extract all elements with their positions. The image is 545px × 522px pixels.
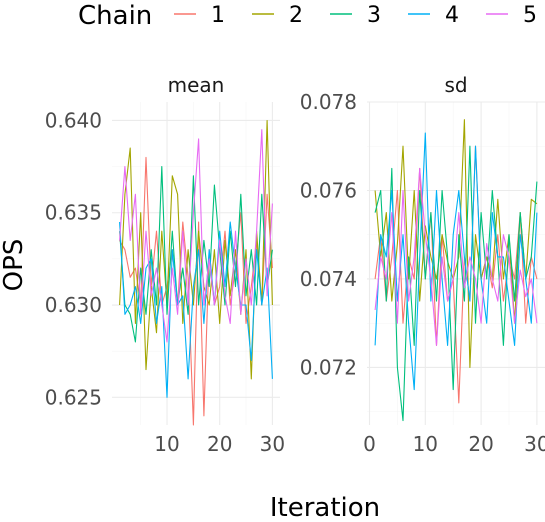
trace-line-mean-chain-4 xyxy=(119,221,273,398)
trace-line-mean-chain-3 xyxy=(119,166,273,343)
y-axis-title: OPS xyxy=(0,239,29,292)
trace-line-sd-chain-5 xyxy=(374,167,538,346)
x-tick-label: 0 xyxy=(363,432,376,456)
legend-label-chain-3: 3 xyxy=(367,3,381,28)
legend-label-chain-5: 5 xyxy=(523,3,537,28)
y-tick-label: 0.072 xyxy=(300,355,357,379)
y-tick-label: 0.076 xyxy=(300,178,357,202)
x-tick-label: 30 xyxy=(524,432,545,456)
y-tick-label: 0.625 xyxy=(45,385,102,409)
legend: 1 2 3 4 5 xyxy=(174,3,537,28)
y-tick-label: 0.635 xyxy=(45,201,102,225)
strip-label-mean: mean xyxy=(168,73,225,97)
legend-label-chain-1: 1 xyxy=(211,3,225,28)
y-tick-label: 0.074 xyxy=(300,267,357,291)
panel-mean: mean 0.625 0.630 0.635 0.640 10 20 30 xyxy=(45,73,285,456)
legend-label-chain-2: 2 xyxy=(289,3,303,28)
x-tick-label: 10 xyxy=(413,432,438,456)
y-tick-label: 0.630 xyxy=(45,293,102,317)
x-axis-title: Iteration xyxy=(270,493,380,522)
y-tick-label: 0.078 xyxy=(300,90,357,114)
x-tick-label: 30 xyxy=(260,432,285,456)
legend-title: Chain xyxy=(78,1,152,31)
strip-label-sd: sd xyxy=(444,73,467,97)
y-tick-label: 0.640 xyxy=(45,108,102,132)
x-tick-label: 20 xyxy=(468,432,493,456)
trace-line-sd-chain-1 xyxy=(374,145,538,404)
legend-label-chain-4: 4 xyxy=(445,3,459,28)
trace-line-sd-chain-4 xyxy=(374,132,538,391)
panel-sd: sd 0.072 0.074 0.076 0.078 0 10 20 30 xyxy=(300,73,545,456)
trace-line-mean-chain-5 xyxy=(119,129,273,343)
trace-line-sd-chain-3 xyxy=(374,145,538,422)
x-tick-label: 20 xyxy=(207,432,232,456)
x-tick-label: 10 xyxy=(154,432,179,456)
